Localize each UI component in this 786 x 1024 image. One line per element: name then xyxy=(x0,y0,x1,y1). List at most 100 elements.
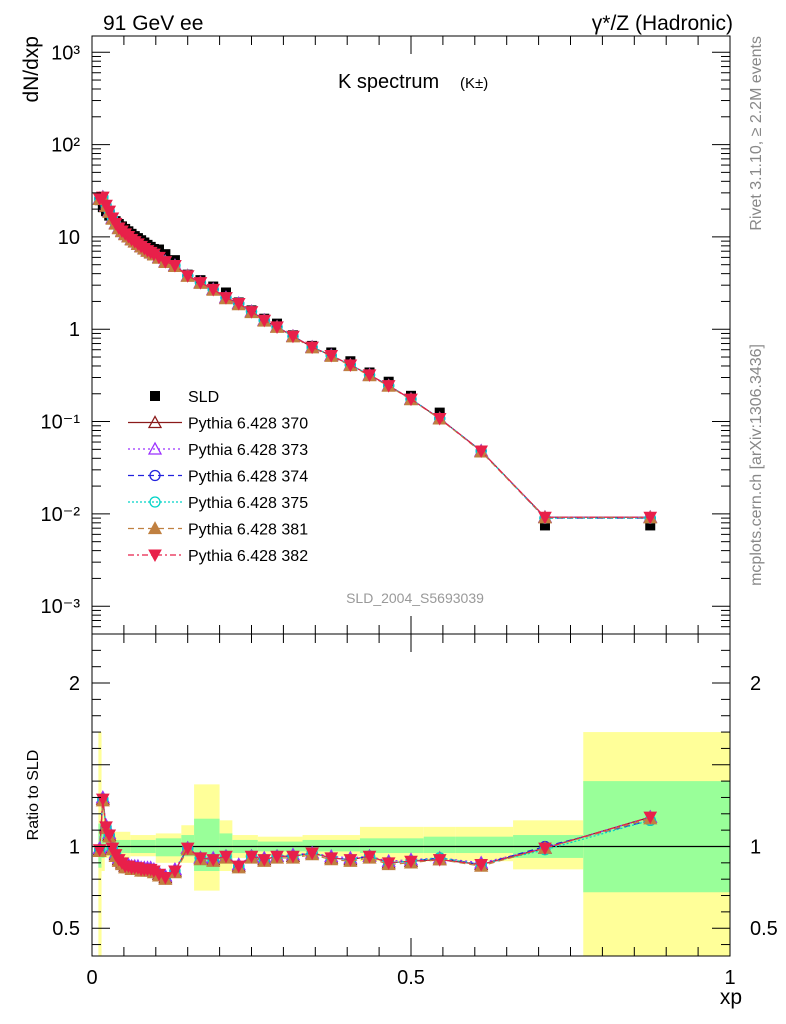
y-tick-label: 10⁻² xyxy=(41,504,81,526)
y-tick-label: 10⁻³ xyxy=(41,596,81,618)
point-p382 xyxy=(343,359,358,373)
ratio-point-p382 xyxy=(206,854,221,867)
main-x-axis xyxy=(91,36,731,634)
legend-label-p374: Pythia 6.428 374 xyxy=(188,469,308,486)
point-p382 xyxy=(193,277,208,290)
series-p370 xyxy=(92,189,658,523)
legend-entry-sld: SLD xyxy=(150,389,219,406)
point-p382 xyxy=(257,314,272,328)
ratio-point-p382 xyxy=(92,844,107,857)
ratio-point-p382 xyxy=(474,858,489,872)
main-plot-area xyxy=(92,189,658,531)
uncertainty-band-inner xyxy=(455,836,514,854)
series-line-p381 xyxy=(99,196,651,519)
ratio-point-p382 xyxy=(219,850,233,864)
main-panel: 10³ 10² 10 1 10⁻¹ 10⁻² 10⁻³ K spectrum (K±) SL… xyxy=(20,35,731,635)
legend-marker-sld xyxy=(150,391,160,401)
series-line-p373 xyxy=(99,196,651,518)
series-p375 xyxy=(94,191,656,524)
point-p382 xyxy=(362,369,377,382)
x-tick-label: 0 xyxy=(86,967,97,989)
ratio-y-axis: 0.5 0.5 1 1 2 2 xyxy=(52,649,778,946)
legend-entry-p373: Pythia 6.428 373 xyxy=(128,441,308,459)
ratio-point-p382 xyxy=(168,865,182,879)
x-tick-label: 1 xyxy=(724,967,735,989)
legend-marker-p381 xyxy=(147,521,163,535)
ratio-y-tick-label-right: 1 xyxy=(750,836,761,858)
legend-label-p382: Pythia 6.428 382 xyxy=(188,548,308,565)
ratio-panel: 0.5 0.51 12 2 0 0.5 1 Ratio to SLD xp xyxy=(25,633,778,1009)
ratio-point-p382 xyxy=(180,842,195,856)
main-panel-frame xyxy=(91,35,731,635)
series-line-p370 xyxy=(99,196,651,518)
legend-label-sld: SLD xyxy=(188,389,219,406)
ratio-y-tick-label: 0.5 xyxy=(52,918,80,940)
point-sld xyxy=(645,520,656,531)
x-tick-label: 0.5 xyxy=(397,967,425,989)
ratio-point-p382 xyxy=(305,847,319,861)
point-p382 xyxy=(305,341,319,355)
point-p382 xyxy=(158,256,173,269)
legend-label-p381: Pythia 6.428 381 xyxy=(188,522,308,539)
legend-entry-p374: Pythia 6.428 374 xyxy=(128,469,308,486)
uncertainty-band-inner xyxy=(583,781,730,893)
ratio-point-p382 xyxy=(432,854,447,867)
point-p382 xyxy=(270,321,284,334)
ratio-point-p382 xyxy=(244,850,259,864)
point-p382 xyxy=(219,292,233,305)
mcplots-reference-label: mcplots.cern.ch [arXiv:1306.3436] xyxy=(748,344,765,586)
ratio-point-p382 xyxy=(324,852,339,865)
point-p382 xyxy=(474,445,489,459)
legend-marker-p373 xyxy=(147,441,163,455)
point-p382 xyxy=(206,283,221,297)
ratio-y-tick-label: 1 xyxy=(69,836,80,858)
ratio-point-p382 xyxy=(193,852,208,865)
ratio-point-p382 xyxy=(538,842,552,856)
point-p382 xyxy=(244,306,259,319)
legend-label-p375: Pythia 6.428 375 xyxy=(188,495,308,512)
series-sld xyxy=(94,195,656,531)
series-p382 xyxy=(92,191,658,525)
point-p382 xyxy=(96,191,110,205)
point-sld xyxy=(539,520,550,531)
uncertainty-band-inner xyxy=(155,838,182,857)
point-sld xyxy=(160,249,171,260)
y-tick-label: 10 xyxy=(58,227,80,249)
legend-label-p373: Pythia 6.428 373 xyxy=(188,442,308,459)
point-p382 xyxy=(180,270,195,283)
ratio-point-p382 xyxy=(270,850,284,864)
y-tick-label: 1 xyxy=(69,319,80,341)
ratio-point-p382 xyxy=(105,842,120,856)
legend: SLD Pythia 6.428 370 Pythia 6.428 373 Pythi… xyxy=(128,389,308,565)
ratio-y-tick-label-right: 2 xyxy=(750,673,761,695)
y-tick-label: 10³ xyxy=(51,42,80,64)
series-line-p382 xyxy=(99,196,651,518)
ratio-point-p382 xyxy=(96,793,110,807)
point-p382 xyxy=(286,330,300,344)
ratio-point-p382 xyxy=(404,855,418,869)
ratio-point-p382 xyxy=(362,850,377,864)
point-p382 xyxy=(404,393,418,407)
ratio-point-p382 xyxy=(102,829,117,843)
ratio-x-axis: 0 0.5 1 xyxy=(86,634,736,989)
legend-label-p370: Pythia 6.428 370 xyxy=(188,416,308,433)
uncertainty-band-inner xyxy=(423,836,456,854)
x-axis-label: xp xyxy=(720,986,742,1009)
point-p382 xyxy=(168,260,182,273)
series-p373 xyxy=(92,189,658,523)
point-p382 xyxy=(432,412,447,426)
legend-marker-p374 xyxy=(149,469,161,482)
point-p382 xyxy=(324,349,339,363)
series-p374 xyxy=(94,191,656,524)
legend-entry-p370: Pythia 6.428 370 xyxy=(128,415,308,433)
uncertainty-band-inner xyxy=(302,839,360,852)
header-left-label: 91 GeV ee xyxy=(103,12,203,35)
legend-marker-p382 xyxy=(148,549,162,563)
y-tick-label: 10⁻¹ xyxy=(41,412,81,434)
point-p382 xyxy=(381,380,396,393)
ratio-point-p382 xyxy=(99,821,113,834)
uncertainty-band-inner xyxy=(359,838,424,854)
legend-entry-p381: Pythia 6.428 381 xyxy=(128,521,308,539)
ratio-point-p382 xyxy=(257,854,272,867)
